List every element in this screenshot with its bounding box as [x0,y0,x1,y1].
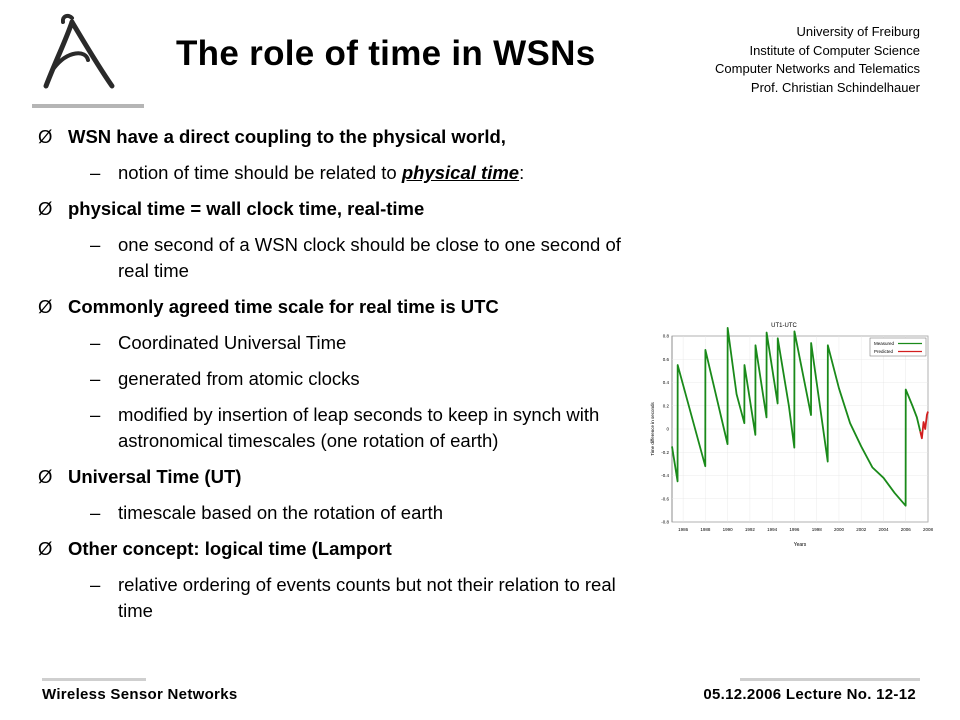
bullet-arrow-icon: Ø [38,538,53,559]
chart-x-axis-label: Years [794,542,807,548]
dash-icon: – [90,502,101,523]
chart-x-tick-label: 1994 [767,527,778,532]
sub-bullet-text: generated from atomic clocks [118,368,360,389]
dash-icon: – [90,404,101,425]
chart-x-tick-label: 1990 [723,527,734,532]
chart-x-tick-label: 1986 [678,527,689,532]
bullet-arrow-icon: Ø [38,296,53,317]
chart-y-axis-label: Time difference in seconds [650,401,655,455]
chart-y-tick-label: -0.2 [661,450,669,455]
chart-series [671,326,929,507]
bullet-item: Ø physical time = wall clock time, real-… [38,196,648,222]
sub-bullet-item: – modified by insertion of leap seconds … [38,402,648,454]
page-title: The role of time in WSNs [176,34,596,73]
bullet-item: Ø Commonly agreed time scale for real ti… [38,294,648,320]
bullet-arrow-icon: Ø [38,126,53,147]
bullet-list: Ø WSN have a direct coupling to the phys… [38,124,648,634]
chart-y-tick-label: -0.8 [661,520,669,525]
affiliation-university: University of Freiburg [796,24,920,39]
affiliation-group: Computer Networks and Telematics [715,61,920,76]
footer-divider-right [740,678,920,681]
bullet-text: Commonly agreed time scale for real time… [68,296,499,317]
chart-legend: Measured Predicted [869,337,927,357]
sub-bullet-item: – notion of time should be related to ph… [38,160,648,186]
sub-bullet-item: – timescale based on the rotation of ear… [38,500,648,526]
footer-lecture: 05.12.2006 Lecture No. 12-12 [703,686,916,703]
chart-title: UT1-UTC [771,323,797,329]
legend-label-measured: Measured [874,341,895,346]
sub-bullet-item: – generated from atomic clocks [38,366,648,392]
footer-course: Wireless Sensor Networks [42,686,238,703]
legend-label-predicted: Predicted [874,349,894,354]
sub-bullet-item: – one second of a WSN clock should be cl… [38,232,648,284]
sub-bullet-text: timescale based on the rotation of earth [118,502,443,523]
chart-y-ticks: 0.8 0.6 0.4 0.2 0 -0.2 -0.4 -0.6 -0.8 [661,334,669,525]
chart-x-tick-label: 2006 [901,527,912,532]
sub-bullet-text: one second of a WSN clock should be clos… [118,234,621,281]
bullet-item: Ø Universal Time (UT) [38,464,648,490]
chart-x-tick-label: 2004 [878,527,889,532]
bullet-item: Ø WSN have a direct coupling to the phys… [38,124,648,150]
chart-y-tick-label: 0.2 [663,403,670,408]
ut1-utc-chart: UT1-UTC 0.8 0.6 0.4 0.2 0 -0.2 -0.4 -0.6 -0.8 19… [650,323,934,548]
bullet-text: Universal Time (UT) [68,466,242,487]
dash-icon: – [90,162,101,183]
bullet-text: physical time = wall clock time, real-ti… [68,198,425,219]
sub-bullet-text: Coordinated Universal Time [118,332,347,353]
chart-x-tick-label: 1998 [812,527,823,532]
chart-x-tick-label: 2008 [923,527,934,532]
bullet-text: Other concept: logical time (Lamport [68,538,392,559]
chart-y-tick-label: 0.6 [663,357,670,362]
affiliation: University of Freiburg Institute of Comp… [715,23,920,97]
chart-y-tick-label: -0.4 [661,473,669,478]
bullet-text: WSN have a direct coupling to the physic… [68,126,506,147]
bullet-arrow-icon: Ø [38,466,53,487]
chart-x-ticks: 1986 1988 1990 1992 1994 1996 1998 2000 2002 2004… [678,527,933,532]
bullet-item: Ø Other concept: logical time (Lamport [38,536,648,562]
dash-icon: – [90,368,101,389]
chart-x-tick-label: 1996 [789,527,800,532]
sub-bullet-text: relative ordering of events counts but n… [118,574,616,621]
chart-y-tick-label: 0.8 [663,334,670,339]
sub-bullet-item: – Coordinated Universal Time [38,330,648,356]
chart-x-tick-label: 1988 [700,527,711,532]
chart-y-tick-label: 0 [666,427,669,432]
sub-bullet-text-tail: : [519,162,525,183]
chart-series-line-predicted [919,411,929,440]
dash-icon: – [90,332,101,353]
dash-icon: – [90,574,101,595]
sub-bullet-text: notion of time should be related to [118,162,402,183]
chart-x-tick-label: 1992 [745,527,756,532]
university-logo [32,13,144,108]
sub-bullet-text: modified by insertion of leap seconds to… [118,404,600,451]
chart-x-tick-label: 2002 [856,527,867,532]
chart-x-tick-label: 2000 [834,527,845,532]
footer-divider-left [42,678,146,681]
chart-y-tick-label: -0.6 [661,496,669,501]
emphasis-physical-time: physical time [401,162,520,183]
affiliation-professor: Prof. Christian Schindelhauer [750,79,920,95]
sub-bullet-item: – relative ordering of events counts but… [38,572,648,624]
chart-y-tick-label: 0.4 [663,380,670,385]
chart-series-line-measured [671,326,922,507]
bullet-arrow-icon: Ø [38,198,53,219]
affiliation-institute: Institute of Computer Science [749,42,920,58]
dash-icon: – [90,234,101,255]
